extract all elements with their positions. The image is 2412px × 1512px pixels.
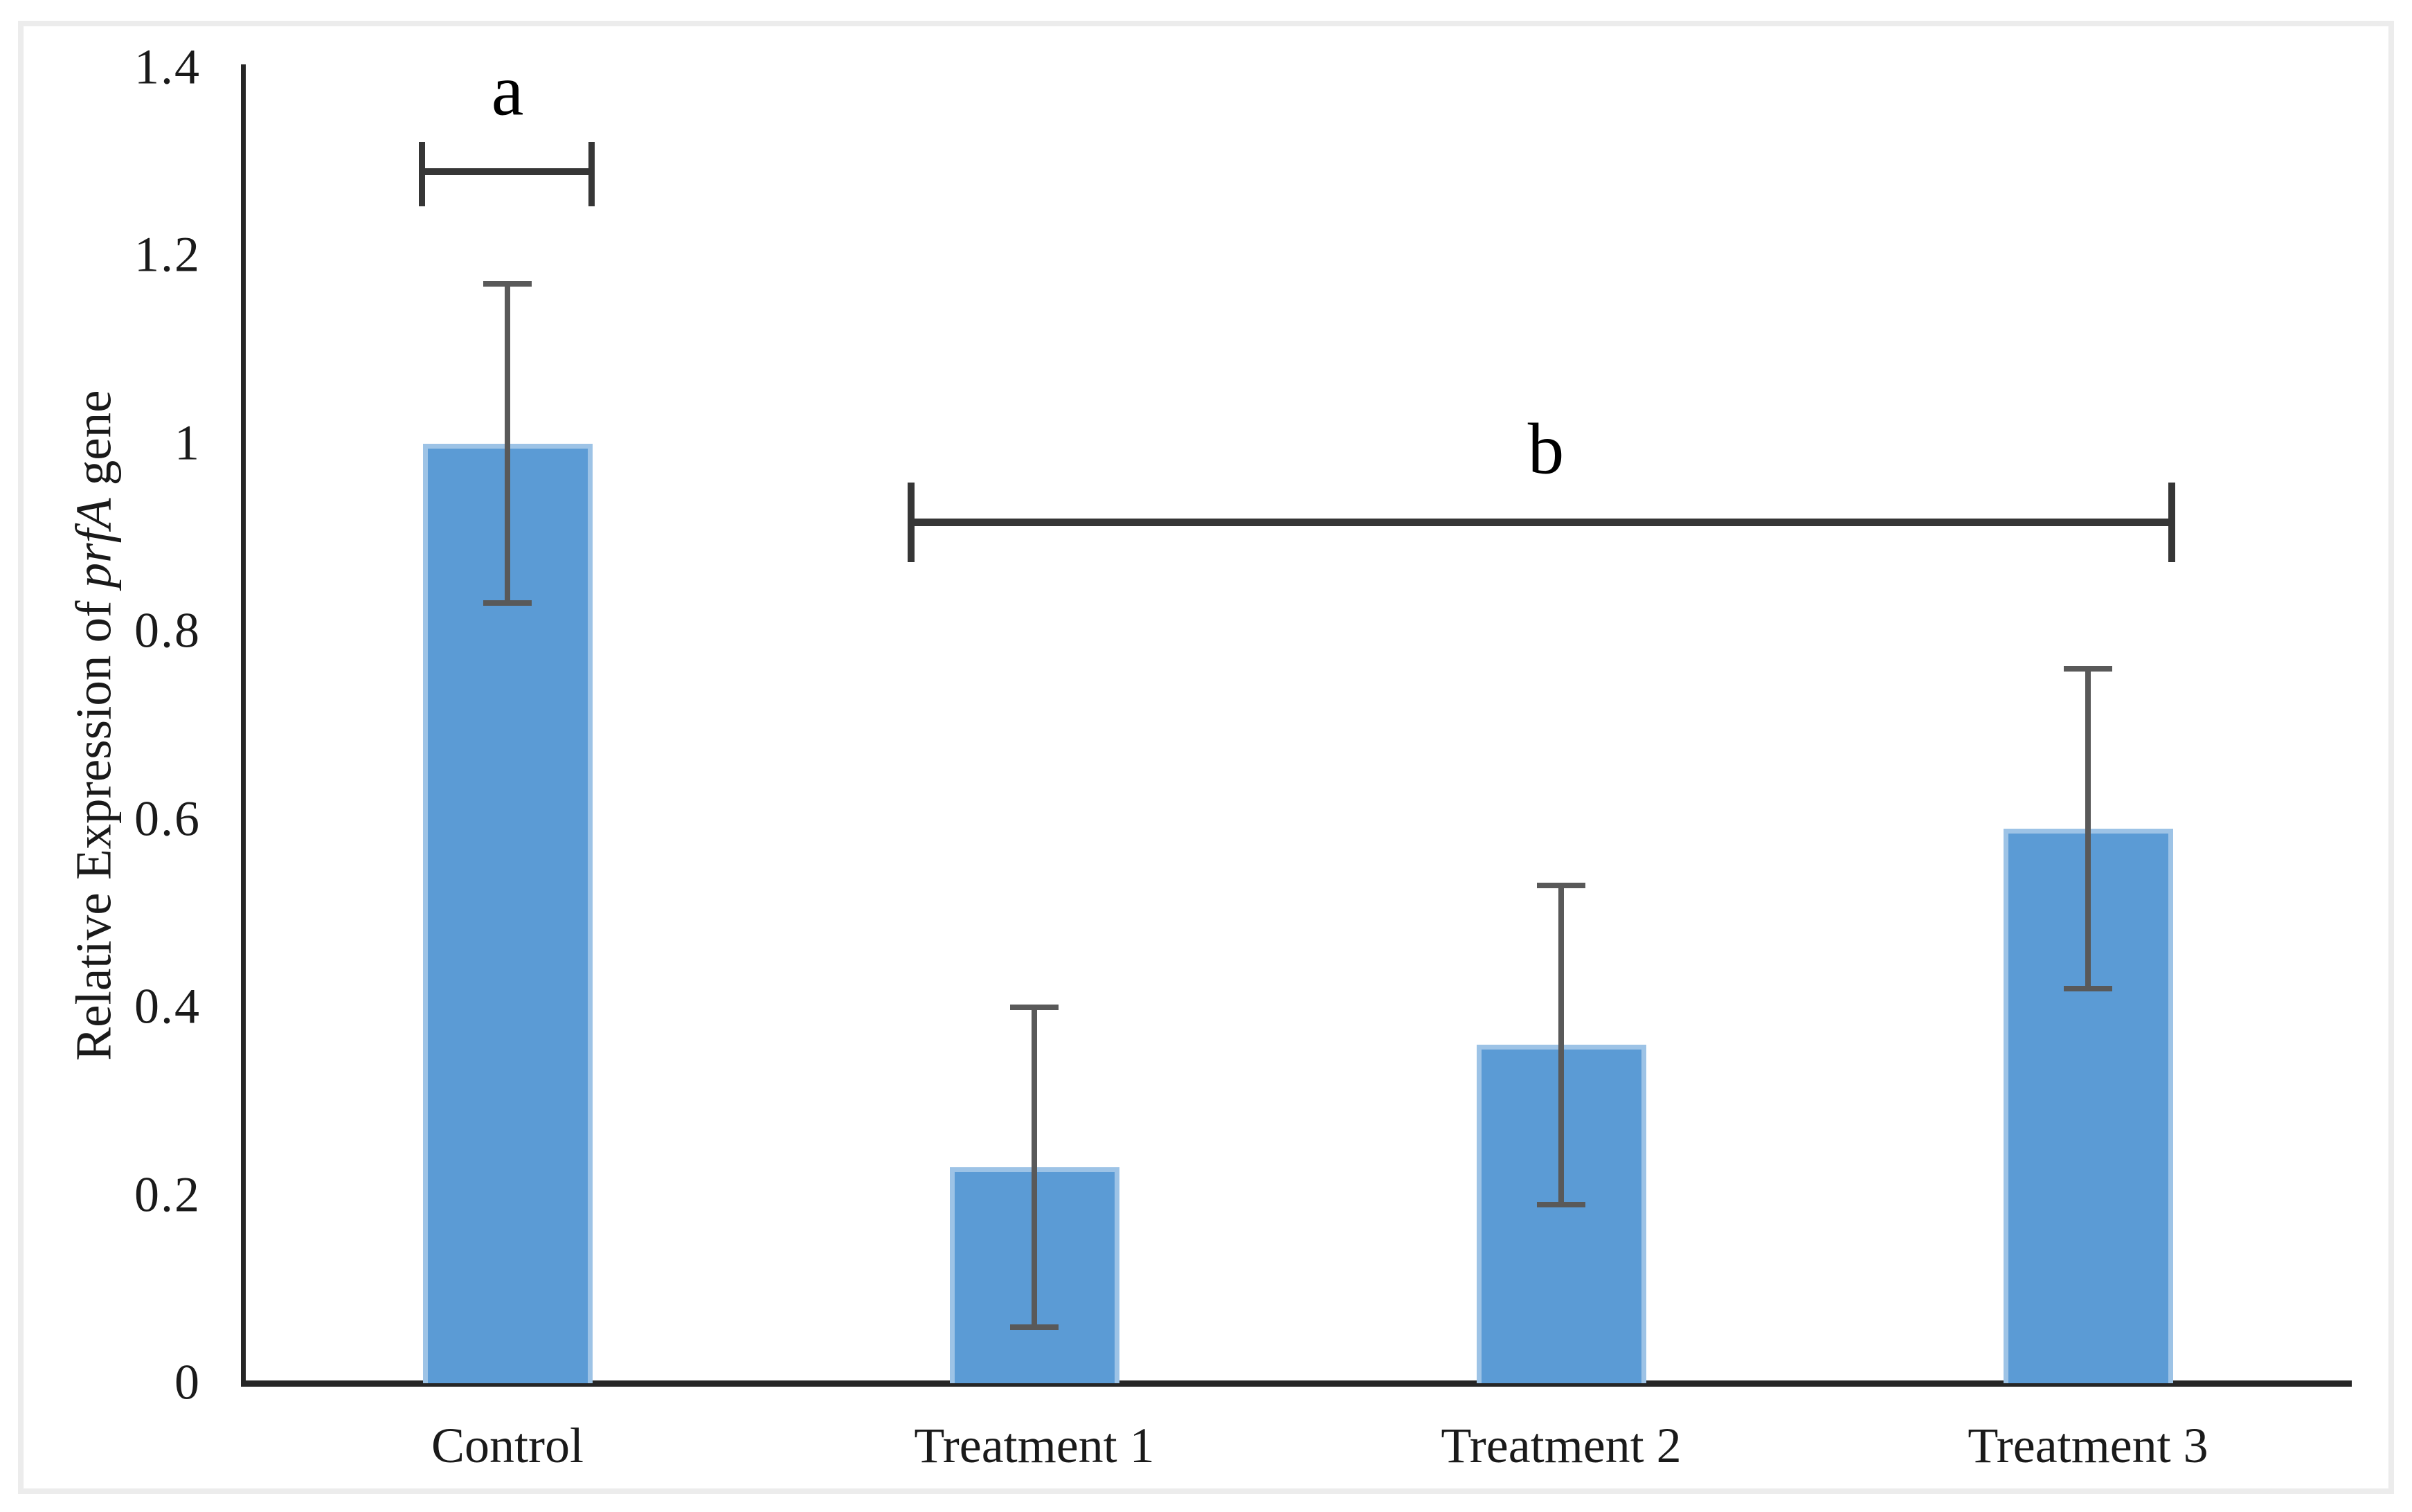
error-bar-line-treatment-1 <box>1032 1007 1037 1327</box>
x-axis-label-treatment-1: Treatment 1 <box>914 1418 1155 1473</box>
error-bar-cap-top-treatment-3 <box>2064 666 2112 672</box>
error-bar-cap-top-treatment-2 <box>1537 883 1585 888</box>
significance-bracket-line-b <box>908 518 2175 526</box>
error-bar-cap-bottom-treatment-1 <box>1010 1324 1059 1330</box>
error-bar-line-control <box>505 284 510 603</box>
y-tick-label-1: 1 <box>174 415 201 471</box>
y-axis-title: Relative Expression of prfA gene <box>65 390 122 1061</box>
y-axis-title-prefix: Relative Expression of <box>65 588 122 1061</box>
error-bar-cap-bottom-treatment-3 <box>2064 986 2112 991</box>
significance-letter-b: b <box>1527 408 1565 489</box>
x-axis-line <box>241 1380 2352 1387</box>
y-axis-title-gene-name: prfA <box>65 498 122 588</box>
error-bar-cap-bottom-control <box>483 600 532 606</box>
y-tick-label-0-4: 0.4 <box>134 978 201 1034</box>
y-tick-label-0-2: 0.2 <box>134 1167 201 1223</box>
x-axis-label-treatment-3: Treatment 3 <box>1968 1418 2208 1473</box>
error-bar-cap-top-control <box>483 281 532 287</box>
y-axis-title-suffix: gene <box>65 390 122 498</box>
error-bar-cap-bottom-treatment-2 <box>1537 1202 1585 1207</box>
significance-bracket-cap-right-a <box>588 142 595 206</box>
y-tick-label-0-6: 0.6 <box>134 791 201 847</box>
significance-bracket-cap-left-a <box>419 142 425 206</box>
error-bar-cap-top-treatment-1 <box>1010 1005 1059 1010</box>
y-tick-label-0-8: 0.8 <box>134 602 201 658</box>
error-bar-line-treatment-2 <box>1558 885 1564 1205</box>
significance-bracket-cap-right-b <box>2168 483 2175 562</box>
y-axis-line <box>241 64 246 1385</box>
y-tick-label-1-2: 1.2 <box>134 226 201 282</box>
x-axis-label-treatment-2: Treatment 2 <box>1441 1418 1682 1473</box>
significance-bracket-line-a <box>420 168 594 175</box>
error-bar-line-treatment-3 <box>2085 669 2091 989</box>
x-axis-label-control: Control <box>431 1418 584 1473</box>
y-tick-label-0: 0 <box>174 1354 201 1410</box>
significance-bracket-cap-left-b <box>908 483 915 562</box>
y-tick-label-1-4: 1.4 <box>134 39 201 95</box>
significance-letter-a: a <box>491 49 524 131</box>
